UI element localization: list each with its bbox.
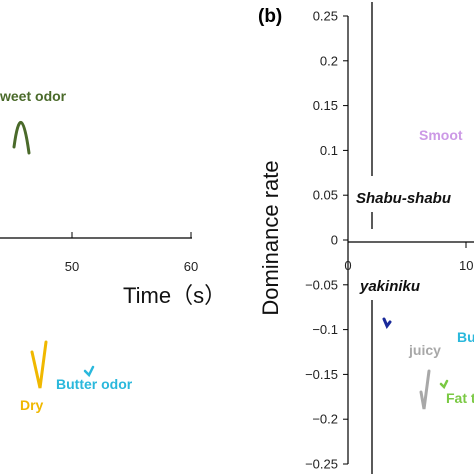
panel-b-tag: (b) [258,6,282,27]
shabu-shabu-label: Shabu-shabu [356,190,451,207]
panel-b: (b) Dominance rate 0 10 0.250.20.150.10.… [258,2,474,474]
smooth-label: Smoot [419,127,463,143]
panel-b-y-tick-label: −0.25 [305,457,338,472]
panel-b-y-tick-label: 0.2 [320,53,338,68]
panel-a-x-tick-label-60: 60 [184,259,198,274]
panel-b-y-tick-label: 0 [331,233,338,248]
sweet-odor-curve [12,121,31,155]
sweet-odor-label: weet odor [0,88,67,104]
panel-a: 50 60 Time（s） weet odor Butter odor Dry [0,88,226,413]
panel-b-y-tick-label: 0.05 [313,188,338,203]
panel-a-x-axis-title: Time（s） [123,283,226,308]
panel-b-y-axis-title: Dominance rate [258,160,283,315]
butter-odor-curve [83,365,95,378]
panel-a-x-tick-label-50: 50 [65,259,79,274]
butter-odor-label: Butter odor [56,376,133,392]
butter-b-label: Bu [457,329,474,345]
fat-curve [439,379,449,390]
dark-blue-curve [382,317,392,329]
panel-b-y-tick-label: −0.2 [312,412,338,427]
fat-label: Fat t [446,390,474,406]
panel-b-y-tick-label: 0.1 [320,143,338,158]
panel-b-y-ticks: 0.25 0.2 0.15 0.1 0.05 0 −0.05 −0.1 −0.15 −0.2 −0.… [305,9,348,472]
juicy-label: juicy [408,342,441,358]
panel-b-y-tick-label: −0.15 [305,367,338,382]
panel-b-y-tick-label: −0.1 [312,322,338,337]
juicy-curve [419,369,431,410]
panel-b-y-tick-label: −0.05 [305,277,338,292]
panel-b-y-tick-label: 0.15 [313,98,338,113]
yakiniku-label: yakiniku [359,278,420,295]
panel-b-y-tick-label: 0.25 [313,9,338,24]
dry-label: Dry [20,397,44,413]
panel-b-x-tick-label-0: 0 [344,258,351,273]
panel-b-x-tick-label-10: 10 [459,258,473,273]
dry-curve [30,340,48,389]
